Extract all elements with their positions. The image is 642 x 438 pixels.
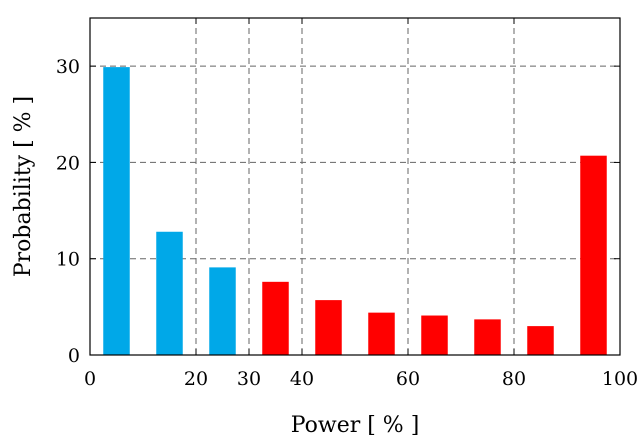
y-axis-label: Probability [ % ] bbox=[11, 96, 36, 277]
bar bbox=[527, 326, 554, 355]
x-tick-label: 0 bbox=[84, 368, 96, 390]
x-tick-label: 20 bbox=[184, 368, 208, 390]
grid-lines bbox=[90, 18, 620, 355]
x-tick-label: 100 bbox=[602, 368, 638, 390]
x-tick-label: 40 bbox=[290, 368, 314, 390]
y-tick-label: 30 bbox=[56, 56, 80, 78]
y-tick-label: 0 bbox=[68, 345, 80, 367]
bar bbox=[315, 300, 342, 355]
bar bbox=[580, 155, 607, 355]
bars bbox=[103, 67, 607, 355]
x-tick-label: 80 bbox=[502, 368, 526, 390]
x-tick-label: 30 bbox=[237, 368, 261, 390]
y-tick-label: 20 bbox=[56, 152, 80, 174]
bar bbox=[474, 319, 501, 355]
bar bbox=[103, 67, 130, 355]
bar bbox=[209, 267, 236, 355]
plot-frame bbox=[89, 17, 621, 356]
x-axis-label: Power [ % ] bbox=[291, 413, 420, 438]
x-tick-label: 60 bbox=[396, 368, 420, 390]
y-tick-label: 10 bbox=[56, 249, 80, 271]
bar bbox=[156, 231, 183, 355]
bar bbox=[262, 281, 289, 355]
axis-ticks: 0 20 30 40 60 80 100 0 10 20 30 bbox=[56, 18, 638, 390]
bar bbox=[368, 312, 395, 355]
bar bbox=[421, 315, 448, 355]
